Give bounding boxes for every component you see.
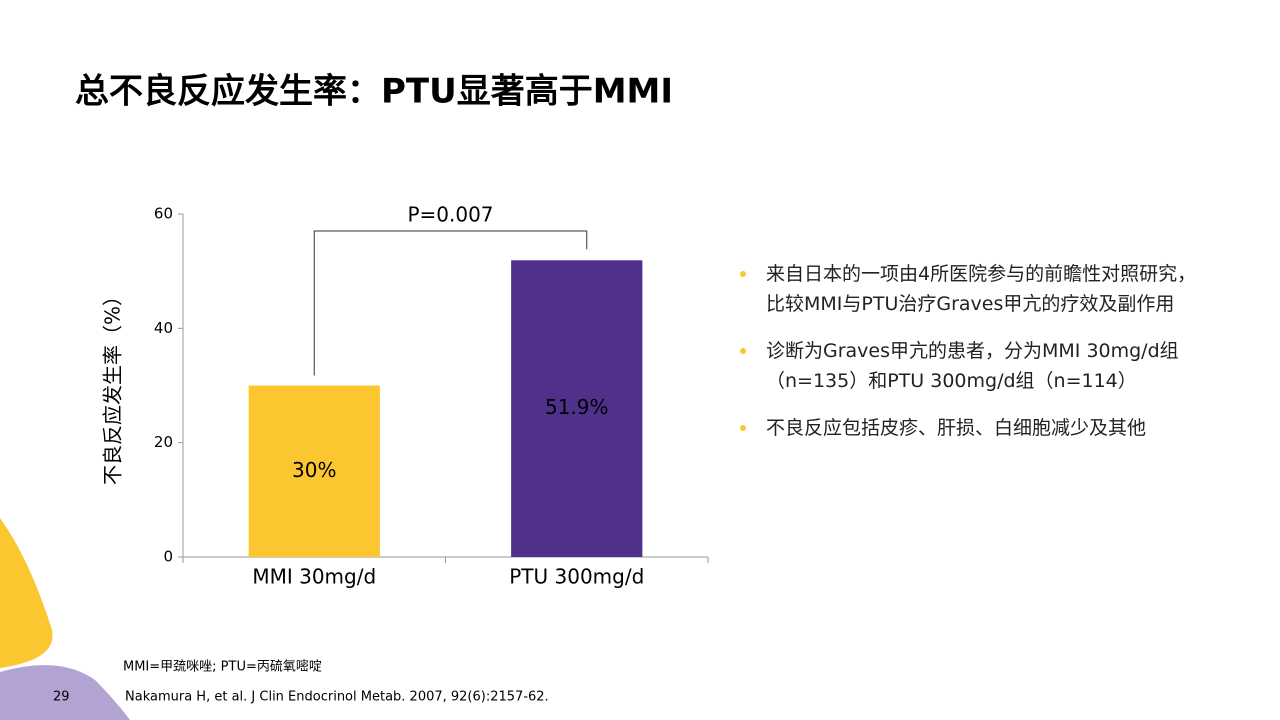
- decor-lavender: [0, 665, 130, 720]
- bar: [248, 385, 380, 557]
- y-axis-label: 不良反应发生率（%）: [101, 286, 125, 485]
- significance-label: P=0.007: [407, 203, 493, 227]
- bar: [511, 260, 643, 557]
- y-tick-label: 0: [163, 548, 173, 566]
- x-tick-label: PTU 300mg/d: [509, 565, 644, 589]
- bullet-item: 不良反应包括皮疹、肝损、白细胞减少及其他: [740, 413, 1210, 443]
- decor-yellow: [0, 518, 53, 668]
- significance-bracket: [313, 230, 588, 376]
- value-label: 30%: [292, 458, 336, 482]
- footnote: MMI=甲巯咪唑; PTU=丙硫氧嘧啶: [123, 659, 322, 675]
- chart: 0 20 40 60 不良反应发生率（%） MMI 30mg/d 30% PTU 300mg/…: [101, 203, 709, 589]
- page-number: 29: [53, 690, 70, 705]
- y-tick-label: 60: [154, 205, 173, 223]
- slide-title: 总不良反应发生率：PTU显著高于MMI: [75, 72, 673, 112]
- reference: Nakamura H, et al. J Clin Endocrinol Met…: [125, 690, 549, 705]
- x-tick-label: MMI 30mg/d: [252, 565, 376, 589]
- bullet-item: 诊断为Graves甲亢的患者，分为MMI 30mg/d组（n=135）和PTU …: [740, 336, 1210, 396]
- y-tick-label: 40: [154, 319, 173, 337]
- y-tick-label: 20: [154, 433, 173, 451]
- value-label: 51.9%: [545, 395, 609, 419]
- bullet-item: 来自日本的一项由4所医院参与的前瞻性对照研究，比较MMI与PTU治疗Graves…: [740, 259, 1210, 319]
- bullet-list: 来自日本的一项由4所医院参与的前瞻性对照研究，比较MMI与PTU治疗Graves…: [740, 259, 1210, 460]
